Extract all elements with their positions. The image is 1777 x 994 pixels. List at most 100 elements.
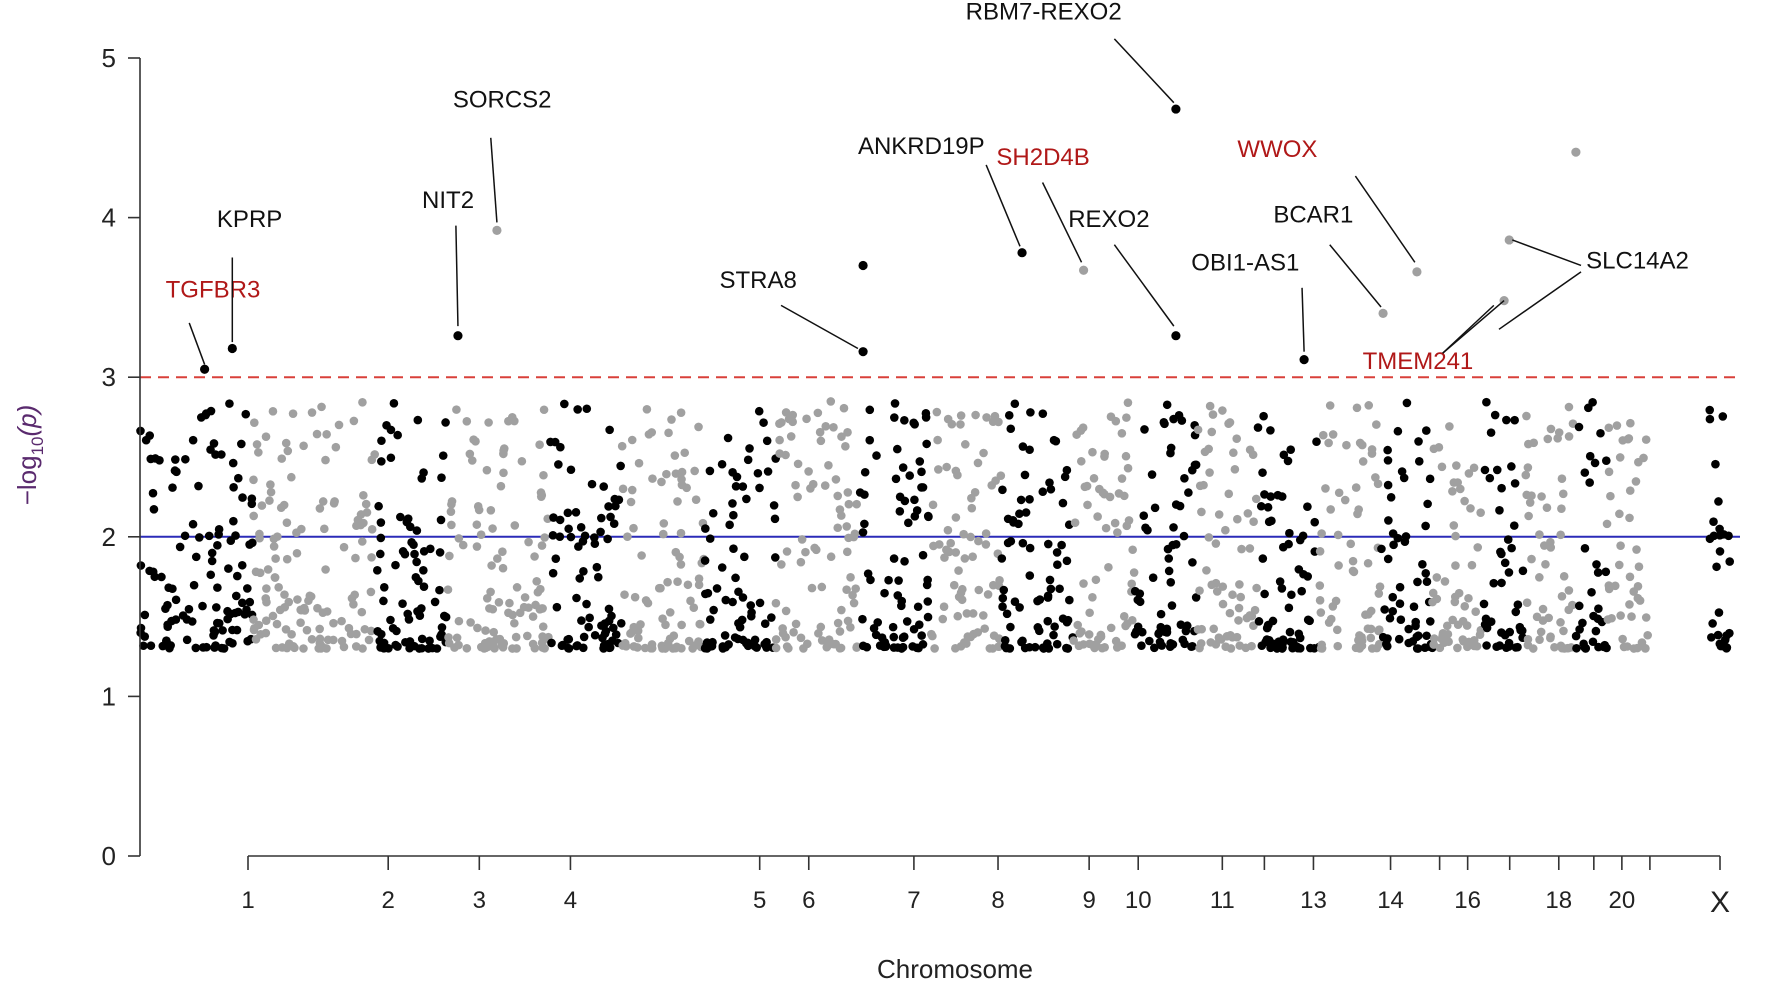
data-point [1496, 547, 1505, 557]
data-point [837, 605, 846, 615]
data-point [1051, 436, 1061, 446]
data-point [1177, 416, 1187, 425]
annotation-leader-line [780, 304, 859, 350]
data-point [902, 617, 912, 626]
data-point [1042, 639, 1052, 648]
data-point [1163, 544, 1173, 554]
data-point [1571, 631, 1581, 641]
data-point [530, 552, 539, 561]
data-point [987, 481, 997, 490]
data-point [1123, 398, 1133, 407]
data-point [1568, 600, 1577, 610]
data-point [664, 428, 673, 438]
data-point [1333, 641, 1343, 651]
data-point [1604, 581, 1614, 590]
data-point [1283, 456, 1293, 466]
data-point [1332, 625, 1342, 635]
data-point [1129, 568, 1139, 577]
data-point [691, 495, 701, 504]
data-point [1315, 581, 1325, 590]
data-point [249, 475, 258, 485]
data-point [1393, 426, 1403, 436]
data-point [606, 512, 615, 522]
data-point [1527, 491, 1536, 501]
data-point [842, 547, 852, 557]
data-point [1351, 483, 1361, 492]
data-point [136, 561, 146, 570]
gene-point-kprp [227, 343, 237, 354]
data-point [1619, 642, 1629, 652]
data-point [136, 623, 146, 633]
data-point [953, 611, 963, 621]
data-point [207, 556, 217, 566]
data-point [413, 415, 423, 425]
data-point [1585, 478, 1594, 487]
data-point [1507, 543, 1516, 553]
y-axis-title-sub: 10 [28, 436, 47, 455]
data-point [548, 531, 558, 540]
data-point [489, 627, 499, 637]
data-point [1058, 498, 1068, 508]
data-point [1602, 519, 1612, 529]
data-point [694, 422, 703, 432]
annotation-leader-line [1113, 38, 1175, 104]
data-point [582, 599, 591, 609]
data-point [968, 552, 977, 561]
data-point [1225, 608, 1235, 618]
data-point [999, 585, 1009, 595]
data-point [1043, 616, 1053, 626]
data-point [331, 442, 341, 452]
data-point [1633, 593, 1643, 603]
data-point [695, 619, 705, 629]
data-point [1705, 405, 1715, 415]
data-point [271, 554, 280, 563]
data-point [536, 492, 546, 501]
data-point [445, 551, 454, 561]
data-point [396, 512, 405, 522]
data-point [251, 635, 261, 644]
data-point [1382, 641, 1392, 651]
data-point [677, 620, 686, 630]
data-point [677, 643, 686, 653]
data-point [321, 565, 330, 574]
data-point [560, 399, 569, 409]
data-point [1574, 422, 1584, 432]
gene-point-wwox [1412, 267, 1422, 277]
data-point [996, 471, 1006, 480]
gene-point-bcar1 [1378, 308, 1388, 318]
data-point [171, 595, 181, 605]
data-point [1166, 577, 1176, 587]
gene-point-nit2 [453, 331, 463, 341]
data-point [1232, 632, 1242, 642]
gene-point-slc14a2 [1504, 235, 1514, 245]
data-point [814, 629, 823, 638]
data-point [228, 458, 238, 468]
gene-label-sh2d4b: SH2D4B [996, 144, 1089, 171]
data-point [865, 405, 875, 415]
data-point [1285, 627, 1295, 637]
data-point [1629, 644, 1639, 653]
y-tick-label: 5 [102, 43, 116, 73]
data-point [473, 623, 482, 633]
data-point [1188, 641, 1197, 651]
data-point [1388, 606, 1398, 616]
data-point [858, 260, 868, 271]
data-point [241, 409, 251, 419]
data-point [315, 504, 325, 513]
data-point [1511, 607, 1521, 617]
data-point [1315, 546, 1325, 556]
data-point [960, 440, 970, 449]
data-point [1025, 495, 1034, 504]
data-point [577, 616, 586, 625]
data-point [362, 508, 372, 517]
data-point [1404, 624, 1413, 634]
annotation-leader-line [1354, 175, 1416, 263]
data-point [499, 449, 508, 459]
annotation-leader-line [1041, 182, 1083, 263]
data-point [771, 635, 781, 644]
data-point [1075, 629, 1084, 638]
data-point [892, 444, 902, 454]
data-point [322, 430, 331, 439]
data-point [403, 609, 413, 619]
data-point [974, 536, 983, 546]
